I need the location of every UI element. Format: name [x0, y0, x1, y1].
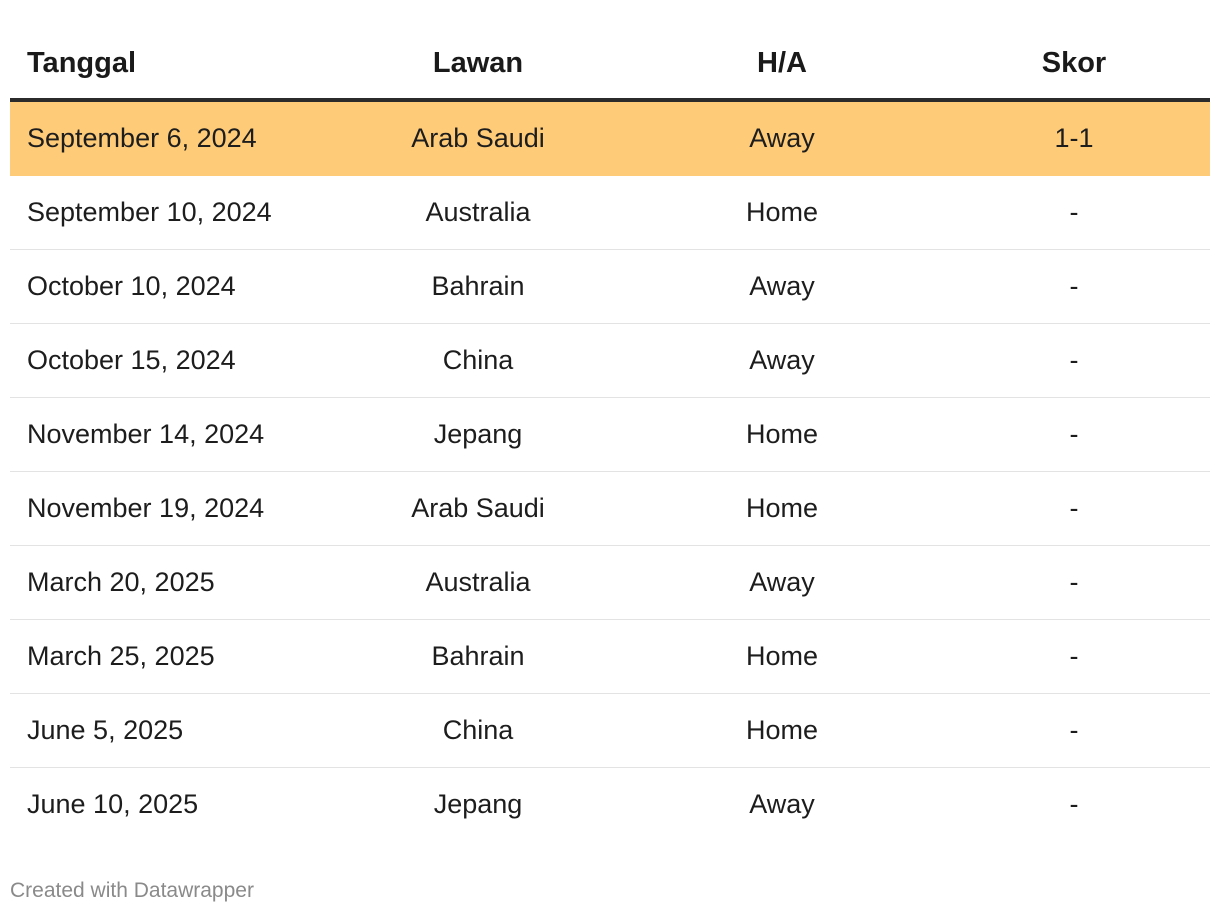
cell-lawan: Arab Saudi	[330, 100, 626, 176]
table-row: October 15, 2024 China Away -	[10, 323, 1210, 398]
cell-skor: -	[938, 619, 1210, 694]
cell-tanggal: October 15, 2024	[10, 323, 330, 398]
column-header-lawan[interactable]: Lawan	[330, 28, 626, 102]
column-header-skor[interactable]: Skor	[938, 28, 1210, 102]
cell-lawan: Jepang	[433, 789, 523, 819]
cell-skor: -	[938, 323, 1210, 398]
header-row: Tanggal Lawan H/A Skor	[10, 28, 1210, 102]
cell-ha: Away	[626, 249, 938, 324]
table-header: Tanggal Lawan H/A Skor	[10, 28, 1210, 102]
cell-lawan: China	[330, 323, 626, 398]
table-row: June 5, 2025 China Home -	[10, 693, 1210, 768]
cell-lawan: Jepang	[330, 397, 626, 472]
cell-ha: Home	[626, 471, 938, 546]
table-row: March 20, 2025 Australia Away -	[10, 545, 1210, 620]
cell-lawan: Australia	[330, 175, 626, 250]
cell-skor: -	[1069, 789, 1079, 819]
table-body: September 6, 2024 Arab Saudi Away 1-1 Septem…	[10, 100, 1210, 841]
cell-lawan: China	[330, 693, 626, 768]
cell-lawan: Bahrain	[330, 249, 626, 324]
table-row: November 19, 2024 Arab Saudi Home -	[10, 471, 1210, 546]
table-row: September 6, 2024 Arab Saudi Away 1-1	[10, 100, 1210, 176]
cell-ha: Home	[626, 175, 938, 250]
cell-skor: -	[938, 249, 1210, 324]
cell-lawan: Australia	[330, 545, 626, 620]
cell-ha: Away	[626, 100, 938, 176]
cell-skor: -	[938, 397, 1210, 472]
footer-credit: Created with Datawrapper	[10, 879, 254, 902]
table-row: June 10, 2025 Jepang Away -	[10, 768, 1210, 842]
schedule-table: Tanggal Lawan H/A Skor September 6, 2024…	[10, 28, 1210, 841]
cell-lawan: Bahrain	[330, 619, 626, 694]
schedule-table-container: Tanggal Lawan H/A Skor September 6, 2024…	[10, 28, 1210, 841]
cell-skor: -	[938, 175, 1210, 250]
cell-tanggal: September 10, 2024	[10, 175, 330, 250]
column-header-tanggal[interactable]: Tanggal	[10, 28, 330, 102]
cell-ha: Away	[749, 789, 815, 819]
cell-lawan: Arab Saudi	[330, 471, 626, 546]
table-row: October 10, 2024 Bahrain Away -	[10, 249, 1210, 324]
cell-tanggal: March 20, 2025	[10, 545, 330, 620]
cell-ha: Home	[626, 397, 938, 472]
cell-skor: -	[938, 545, 1210, 620]
column-header-ha[interactable]: H/A	[626, 28, 938, 102]
cell-skor: 1-1	[938, 100, 1210, 176]
table-row: November 14, 2024 Jepang Home -	[10, 397, 1210, 472]
cell-ha: Home	[626, 619, 938, 694]
table-row: September 10, 2024 Australia Home -	[10, 175, 1210, 250]
cell-tanggal: October 10, 2024	[10, 249, 330, 324]
cell-tanggal: June 5, 2025	[10, 693, 330, 768]
cell-tanggal: March 25, 2025	[10, 619, 330, 694]
cell-skor: -	[938, 693, 1210, 768]
cell-ha: Home	[626, 693, 938, 768]
cell-tanggal: September 6, 2024	[10, 100, 330, 176]
cell-skor: -	[938, 471, 1210, 546]
cell-tanggal: June 10, 2025	[27, 789, 199, 819]
table-row: March 25, 2025 Bahrain Home -	[10, 619, 1210, 694]
cell-tanggal: November 14, 2024	[10, 397, 330, 472]
cell-ha: Away	[626, 323, 938, 398]
cell-ha: Away	[626, 545, 938, 620]
cell-tanggal: November 19, 2024	[10, 471, 330, 546]
